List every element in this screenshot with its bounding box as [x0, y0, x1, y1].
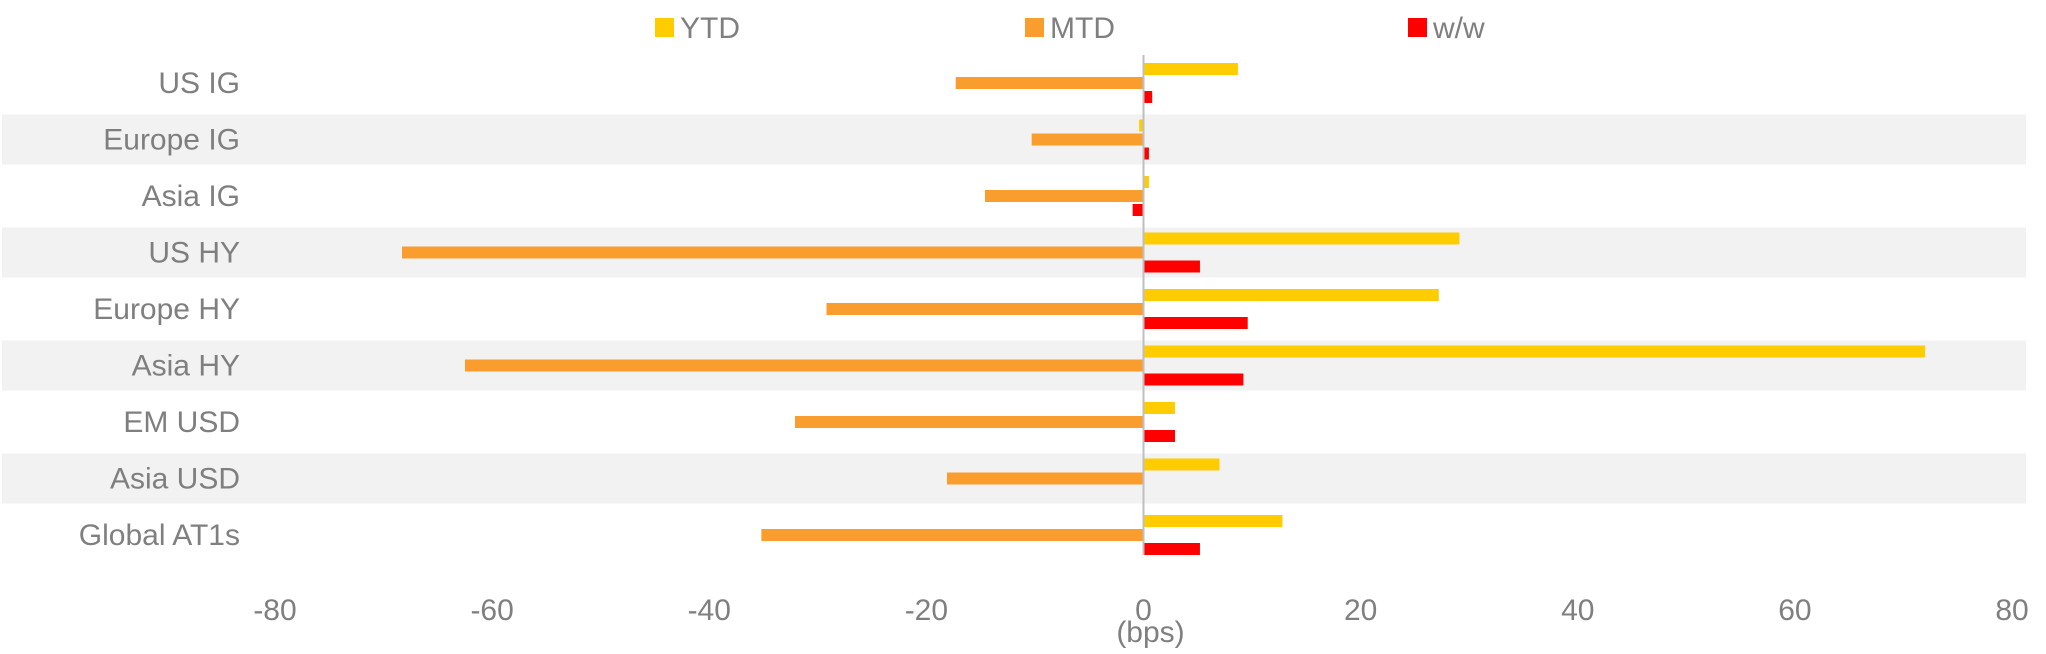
category-label: EM USD — [123, 406, 240, 439]
bar-w-w — [1143, 373, 1244, 386]
x-tick-label: 60 — [1778, 594, 1811, 627]
x-tick-label: 0 — [1135, 594, 1152, 627]
x-tick-label: 40 — [1561, 594, 1594, 627]
category-label: US HY — [148, 237, 240, 270]
x-axis-group: -80 -60 -40 -20 0 20 40 60 80 (bps) — [253, 55, 2029, 649]
bar-ytd — [1143, 232, 1460, 245]
bar-w-w — [1143, 430, 1175, 442]
bar-mtd — [947, 472, 1144, 485]
bar-w-w — [1143, 260, 1200, 273]
category-label: Global AT1s — [79, 519, 240, 552]
category-label: Asia USD — [110, 463, 240, 496]
legend-swatch — [1408, 18, 1427, 37]
x-tick-label: 20 — [1344, 594, 1377, 627]
bar-w-w — [1143, 543, 1200, 555]
x-tick-label: -60 — [470, 594, 513, 627]
category-label: Asia IG — [142, 180, 240, 213]
x-axis-title: (bps) — [1116, 616, 1184, 649]
category-labels-group: US IG Europe IG Asia IG US HY Europe HY Asia … — [79, 67, 240, 552]
legend-label: w/w — [1432, 12, 1485, 45]
bar-mtd — [402, 246, 1144, 259]
bar-ytd — [1143, 345, 1926, 358]
legend-group: YTD MTD w/w — [655, 12, 1485, 45]
x-tick-label: 80 — [1995, 594, 2028, 627]
bar-mtd — [1031, 133, 1144, 146]
bar-ytd — [1143, 458, 1220, 471]
bar-w-w — [1132, 204, 1144, 216]
legend-label: MTD — [1050, 12, 1115, 45]
bar-ytd — [1143, 289, 1439, 301]
bar-mtd — [795, 416, 1144, 428]
bar-mtd — [464, 359, 1144, 372]
bar-ytd — [1143, 515, 1283, 527]
bar-ytd — [1143, 176, 1149, 188]
category-label: Asia HY — [132, 350, 240, 383]
bar-mtd — [984, 190, 1144, 202]
bar-ytd — [1139, 119, 1144, 132]
category-label: Europe IG — [103, 124, 240, 157]
bar-mtd — [826, 303, 1144, 315]
category-label: US IG — [158, 67, 240, 100]
bar-mtd — [955, 77, 1144, 89]
x-tick-label: -40 — [688, 594, 731, 627]
row-shade — [2, 114, 2026, 165]
x-tick-label: -80 — [253, 594, 296, 627]
bar-ytd — [1143, 63, 1238, 75]
bar-mtd — [761, 529, 1144, 541]
category-label: Europe HY — [93, 293, 240, 326]
legend-swatch — [1025, 18, 1044, 37]
bar-ytd — [1143, 402, 1175, 414]
legend-swatch — [655, 18, 674, 37]
legend-label: YTD — [680, 12, 740, 45]
x-tick-label: -20 — [905, 594, 948, 627]
bar-w-w — [1143, 147, 1149, 160]
bar-w-w — [1143, 317, 1248, 329]
bars-group — [402, 63, 1926, 555]
bar-w-w — [1143, 91, 1153, 103]
